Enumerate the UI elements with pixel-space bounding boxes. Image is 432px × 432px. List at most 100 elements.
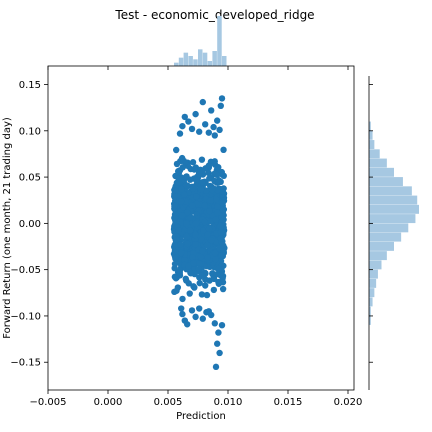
data-point	[205, 129, 212, 136]
x-axis-ticks: −0.005 0.000 0.005 0.010 0.015 0.020	[29, 66, 362, 408]
data-point	[182, 277, 190, 284]
data-point	[213, 171, 221, 179]
data-point	[218, 95, 226, 102]
data-point	[187, 270, 195, 277]
data-point	[185, 262, 192, 270]
data-point	[216, 349, 223, 357]
data-point	[179, 310, 186, 318]
y-tick-label: 0.00	[19, 219, 41, 230]
x-tick-label: 0.005	[154, 397, 183, 408]
histogram-bar	[369, 297, 373, 307]
data-point	[199, 98, 206, 106]
data-point	[201, 218, 209, 226]
data-point	[182, 182, 190, 189]
data-point	[181, 256, 188, 264]
data-point	[210, 123, 217, 131]
data-point	[196, 171, 203, 178]
histogram-bar	[369, 315, 371, 325]
data-point	[211, 249, 219, 257]
data-point	[214, 117, 221, 124]
data-point	[178, 305, 185, 312]
data-point	[220, 146, 227, 154]
data-point	[185, 118, 192, 125]
data-point	[213, 270, 221, 278]
data-point	[181, 159, 189, 166]
y-tick-label: 0.10	[19, 126, 41, 137]
y-tick-label: −0.15	[10, 358, 41, 369]
data-point	[211, 132, 218, 139]
data-point	[173, 236, 180, 243]
data-point	[215, 329, 222, 336]
data-point	[186, 227, 194, 234]
data-point	[172, 255, 179, 262]
data-point	[207, 237, 215, 244]
data-point	[189, 185, 197, 192]
chart-title: Test - economic_developed_ridge	[114, 8, 314, 22]
data-point	[184, 240, 191, 248]
histogram-bar	[212, 51, 217, 66]
data-point	[171, 214, 178, 222]
data-point	[179, 212, 186, 219]
data-point	[219, 241, 226, 249]
data-point	[217, 229, 225, 236]
data-point	[204, 231, 211, 238]
data-point	[219, 275, 226, 282]
data-point	[190, 259, 197, 267]
data-point	[219, 285, 227, 293]
data-point	[199, 247, 206, 255]
data-point	[193, 200, 201, 208]
data-point	[214, 340, 221, 347]
data-point	[215, 265, 222, 272]
data-point	[198, 156, 206, 163]
y-axis-ticks: −0.15 −0.10 −0.05 0.00 0.05 0.10 0.15	[10, 80, 373, 369]
data-point	[190, 249, 197, 256]
histogram-bar	[369, 140, 375, 150]
data-point	[207, 197, 214, 204]
data-point	[204, 254, 211, 261]
data-point	[173, 160, 181, 168]
data-point	[200, 227, 207, 234]
data-point	[172, 248, 179, 255]
histogram-bar	[369, 130, 373, 140]
main-axes-frame	[47, 65, 355, 391]
data-point	[214, 187, 221, 194]
histogram-bar	[369, 232, 402, 242]
histogram-bar	[369, 177, 403, 187]
data-point	[186, 213, 194, 221]
histogram-bar	[369, 288, 375, 298]
data-point	[205, 169, 212, 177]
data-point	[184, 321, 191, 328]
data-point	[183, 233, 190, 240]
histogram-bar	[207, 61, 213, 66]
data-point	[197, 253, 205, 261]
data-point	[183, 209, 191, 216]
y-tick-label: −0.05	[10, 265, 41, 276]
data-point	[186, 290, 193, 297]
histogram-bar	[193, 59, 198, 66]
data-point	[175, 179, 183, 186]
data-point	[177, 198, 185, 205]
x-tick-label: −0.005	[29, 397, 66, 408]
data-point	[192, 231, 199, 239]
top-marginal-histogram	[174, 16, 227, 66]
x-tick-label: 0.010	[214, 397, 243, 408]
data-point	[188, 125, 196, 133]
data-point	[211, 320, 218, 327]
right-marginal-histogram	[369, 121, 419, 325]
data-point	[179, 164, 186, 171]
data-point	[208, 186, 216, 194]
data-point	[205, 308, 212, 315]
histogram-bar	[202, 52, 208, 66]
data-point	[183, 173, 190, 180]
data-point	[208, 107, 215, 114]
histogram-bar	[369, 269, 378, 279]
data-point	[202, 121, 209, 128]
data-point	[196, 305, 203, 312]
data-point	[209, 270, 216, 278]
histogram-bar	[369, 204, 419, 214]
data-point	[196, 279, 203, 287]
data-point	[193, 176, 200, 184]
data-point	[191, 166, 198, 173]
data-point	[189, 159, 197, 166]
